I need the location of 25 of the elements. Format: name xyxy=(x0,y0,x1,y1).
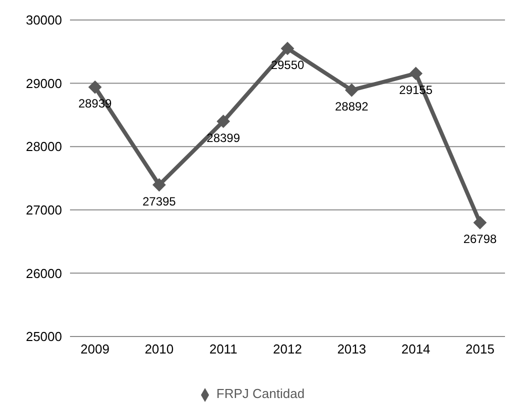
x-tick-label: 2009 xyxy=(80,342,110,357)
point xyxy=(409,66,422,80)
x-tick-label: 2012 xyxy=(273,342,302,357)
data-label: 26798 xyxy=(463,232,498,246)
x-tick-label: 2014 xyxy=(401,342,430,357)
x-tick-label: 2010 xyxy=(144,342,174,357)
point xyxy=(152,178,166,192)
point xyxy=(88,80,102,94)
x-tick-label: 2015 xyxy=(466,342,494,357)
point xyxy=(474,216,486,230)
y-tick-label: 30000 xyxy=(26,12,62,28)
y-tick-label: 27000 xyxy=(26,202,62,218)
legend-label: FRPJ Cantidad xyxy=(216,386,305,402)
point xyxy=(281,42,294,55)
y-tick-label: 25000 xyxy=(26,329,62,344)
data-label: 28892 xyxy=(334,100,369,114)
x-tick-label: 2011 xyxy=(209,342,238,357)
x-tick-label: 2013 xyxy=(337,342,366,357)
y-tick-label: 26000 xyxy=(26,266,62,281)
point xyxy=(345,84,358,97)
y-tick-label: 29000 xyxy=(26,76,62,91)
data-label: 27395 xyxy=(142,194,176,208)
data-label: 28399 xyxy=(206,130,240,145)
point xyxy=(216,114,230,128)
y-tick-label: 28000 xyxy=(26,139,62,154)
